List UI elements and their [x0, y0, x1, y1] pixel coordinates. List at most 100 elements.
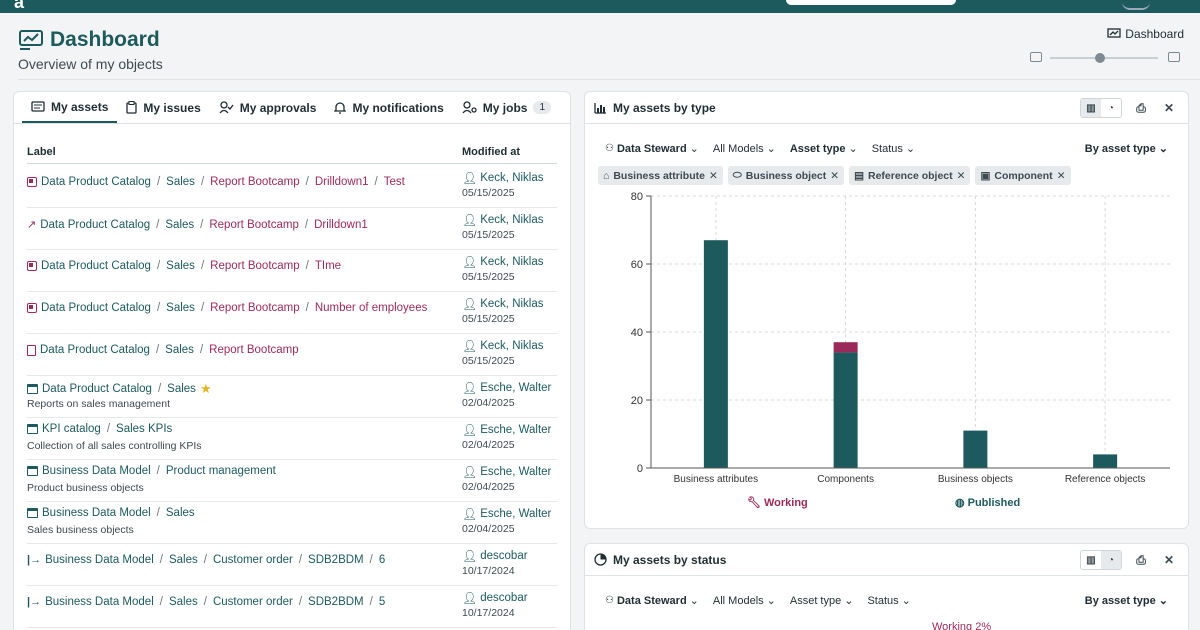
- favorite-star-icon[interactable]: ★: [199, 381, 212, 396]
- path-segment[interactable]: Sales: [165, 507, 195, 519]
- table-row[interactable]: Data Product Catalog / Sales / Report Bootca…: [27, 334, 557, 376]
- tab-my-issues[interactable]: My issues: [117, 92, 209, 123]
- bar-published[interactable]: [703, 240, 728, 468]
- zoom-thumb[interactable]: [1095, 53, 1105, 63]
- asset-owner[interactable]: 👤︎ Esche, Walter: [462, 381, 552, 395]
- path-segment[interactable]: Sales: [166, 176, 195, 188]
- path-segment[interactable]: Business Data Model: [42, 465, 151, 477]
- asset-owner[interactable]: 👤︎ Keck, Niklas: [462, 339, 544, 353]
- path-segment[interactable]: Product management: [165, 465, 276, 477]
- path-segment[interactable]: Sales: [167, 383, 196, 395]
- bar-published[interactable]: [963, 430, 988, 468]
- compact-layout-icon[interactable]: [1030, 52, 1042, 62]
- column-modified-at[interactable]: Modified at: [462, 146, 521, 158]
- pie-view-icon[interactable]: ◔: [1101, 551, 1121, 569]
- table-row[interactable]: Data Product Catalog / Sales ★ Reports on sa…: [27, 376, 557, 418]
- path-segment[interactable]: Report Bootcamp: [209, 218, 299, 231]
- legend-published[interactable]: ◍ Published: [955, 496, 1021, 510]
- asset-owner[interactable]: 👤︎ Keck, Niklas: [462, 255, 544, 269]
- path-segment[interactable]: Customer order: [212, 596, 293, 608]
- asset-owner[interactable]: 👤︎ Esche, Walter: [462, 465, 552, 479]
- path-segment[interactable]: Business Data Model: [45, 554, 154, 566]
- table-row[interactable]: Data Product Catalog / Sales / Report Bootca…: [27, 250, 557, 292]
- bar-working[interactable]: [833, 342, 858, 353]
- filter-dropdown[interactable]: ⚇ Data Steward ⌄: [605, 142, 699, 156]
- path-segment[interactable]: TIme: [314, 260, 342, 272]
- path-segment[interactable]: Report Bootcamp: [210, 302, 300, 314]
- path-segment[interactable]: Report Bootcamp: [209, 344, 299, 356]
- filter-dropdown[interactable]: Status ⌄: [871, 142, 916, 156]
- close-icon[interactable]: ✕: [1163, 553, 1175, 567]
- table-row[interactable]: ↗ Data Product Catalog / Sales / Report Bootc…: [27, 208, 557, 250]
- path-segment[interactable]: Drilldown1: [314, 218, 368, 231]
- asset-owner[interactable]: 👤︎ descobar: [462, 591, 528, 605]
- bar-published[interactable]: [833, 352, 858, 468]
- remove-chip-icon[interactable]: ✕: [1056, 169, 1066, 182]
- path-segment[interactable]: SDB2BDM: [308, 596, 364, 608]
- bar-published[interactable]: [1093, 454, 1118, 468]
- bar-view-icon[interactable]: ▥: [1081, 99, 1101, 117]
- path-segment[interactable]: Data Product Catalog: [42, 383, 152, 395]
- table-row[interactable]: Business Data Model / Sales Sales business …: [27, 502, 557, 544]
- remove-chip-icon[interactable]: ✕: [830, 169, 840, 182]
- path-segment[interactable]: Business Data Model: [45, 596, 154, 608]
- table-row[interactable]: Data Product Catalog / Sales / Report Bootca…: [27, 292, 557, 334]
- close-icon[interactable]: ✕: [1163, 101, 1175, 115]
- path-segment[interactable]: Data Product Catalog: [41, 176, 151, 188]
- breadcrumb[interactable]: Dashboard: [1107, 27, 1184, 41]
- path-segment[interactable]: Business Data Model: [42, 507, 151, 519]
- tab-my-notifications[interactable]: My notifications: [325, 92, 452, 123]
- group-by-dropdown[interactable]: By asset type ⌄: [1084, 143, 1168, 155]
- asset-owner[interactable]: 👤︎ Esche, Walter: [462, 423, 552, 437]
- app-logo[interactable]: a: [14, 0, 25, 12]
- legend-working[interactable]: 🔧︎ Working: [747, 496, 808, 510]
- remove-chip-icon[interactable]: ✕: [708, 169, 718, 182]
- asset-path[interactable]: Business Data Model / Sales: [27, 507, 195, 519]
- asset-path[interactable]: Business Data Model / Product management: [27, 465, 276, 477]
- path-segment[interactable]: SDB2BDM: [308, 554, 364, 566]
- filter-dropdown[interactable]: All Models ⌄: [712, 594, 776, 608]
- path-segment[interactable]: Sales: [165, 218, 195, 231]
- path-segment[interactable]: Report Bootcamp: [210, 260, 300, 272]
- path-segment[interactable]: Data Product Catalog: [41, 302, 151, 314]
- bar-view-icon[interactable]: ▥: [1086, 554, 1096, 566]
- tab-my-approvals[interactable]: My approvals: [210, 92, 326, 123]
- asset-path[interactable]: Data Product Catalog / Sales / Report Bootca…: [27, 302, 427, 314]
- table-row[interactable]: |→ Business Data Model / Sales / Customer ord…: [27, 586, 557, 628]
- table-row[interactable]: Business Data Model / Product management Pr…: [27, 460, 557, 502]
- filter-dropdown[interactable]: Asset type ⌄: [789, 142, 858, 156]
- table-row[interactable]: KPI catalog / Sales KPIs Collection of all …: [27, 418, 557, 460]
- asset-path[interactable]: ↗ Data Product Catalog / Sales / Report Bootc…: [27, 218, 368, 232]
- table-row[interactable]: Data Product Catalog / Sales / Report Bootca…: [27, 166, 557, 208]
- path-segment[interactable]: Sales: [168, 554, 198, 566]
- asset-owner[interactable]: 👤︎ Esche, Walter: [462, 507, 552, 521]
- path-segment[interactable]: Data Product Catalog: [40, 344, 150, 356]
- path-segment[interactable]: Data Product Catalog: [40, 218, 151, 231]
- asset-path[interactable]: Data Product Catalog / Sales ★: [27, 381, 212, 397]
- path-segment[interactable]: Report Bootcamp: [210, 176, 300, 188]
- global-search-input[interactable]: [786, 0, 956, 5]
- user-avatar[interactable]: [1122, 0, 1150, 10]
- asset-path[interactable]: Data Product Catalog / Sales / Report Bootca…: [27, 344, 299, 356]
- wide-layout-icon[interactable]: [1168, 52, 1180, 62]
- filter-dropdown[interactable]: All Models ⌄: [712, 142, 776, 156]
- path-segment[interactable]: Test: [383, 176, 405, 188]
- path-segment[interactable]: Sales KPIs: [116, 423, 173, 435]
- asset-owner[interactable]: 👤︎ Keck, Niklas: [462, 297, 544, 311]
- path-segment[interactable]: Sales: [165, 344, 194, 356]
- status-group-by-dropdown[interactable]: By asset type ⌄: [1084, 595, 1168, 607]
- path-segment[interactable]: 6: [378, 554, 386, 566]
- pie-view-icon[interactable]: ◔: [1107, 102, 1115, 114]
- asset-path[interactable]: Data Product Catalog / Sales / Report Bootca…: [27, 260, 341, 272]
- print-icon[interactable]: ⎙: [1136, 552, 1146, 567]
- asset-path[interactable]: |→ Business Data Model / Sales / Customer ord…: [27, 554, 385, 566]
- path-segment[interactable]: Customer order: [212, 554, 293, 566]
- path-segment[interactable]: Sales: [166, 260, 195, 272]
- path-segment[interactable]: Sales: [168, 596, 198, 608]
- column-label[interactable]: Label: [27, 146, 56, 158]
- filter-dropdown[interactable]: Asset type ⌄: [789, 594, 854, 608]
- print-icon[interactable]: ⎙: [1136, 100, 1146, 115]
- table-row[interactable]: |→ Business Data Model / Sales / Customer ord…: [27, 544, 557, 586]
- tab-my-jobs[interactable]: My jobs 1: [453, 92, 560, 123]
- layout-zoom-slider[interactable]: [1028, 50, 1182, 66]
